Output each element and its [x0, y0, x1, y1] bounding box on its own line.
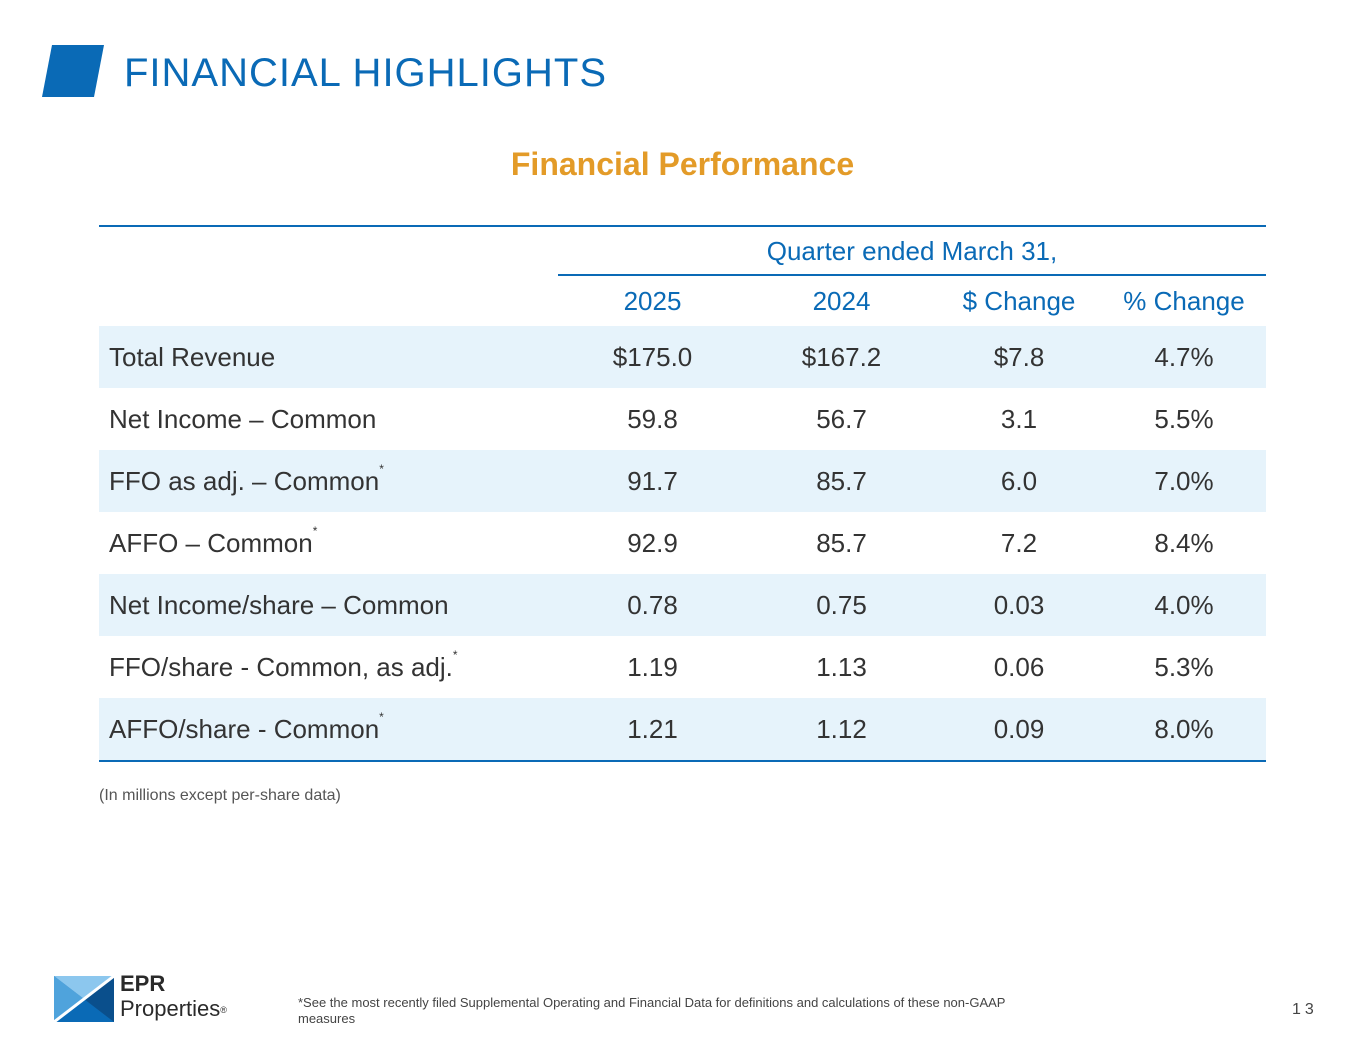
table-row: Net Income/share – Common 0.78 0.75 0.03…	[99, 574, 1266, 636]
footnote-marker: *	[379, 461, 384, 476]
table-cell: 0.06	[993, 651, 1045, 682]
row-label: AFFO/share - Common*	[109, 709, 384, 744]
table-cell: 7.2	[1000, 527, 1038, 558]
row-label: FFO/share - Common, as adj.*	[109, 647, 458, 682]
table-cell: 4.0%	[1154, 589, 1214, 620]
table-row: FFO as adj. – Common* 91.7 85.7 6.0 7.0%	[99, 450, 1266, 512]
table-cell: 8.0%	[1154, 713, 1214, 744]
column-header: % Change	[1123, 285, 1245, 316]
table-cell: 0.09	[993, 713, 1045, 744]
table-row: Total Revenue $175.0 $167.2 $7.8 4.7%	[99, 326, 1266, 388]
table-cell: 8.4%	[1154, 527, 1214, 558]
logo-line-properties: Properties®	[120, 996, 227, 1021]
column-header-row: 2025 2024 $ Change % Change	[99, 276, 1266, 326]
epr-logo-icon	[54, 976, 114, 1022]
group-header: Quarter ended March 31,	[99, 227, 1266, 276]
table-cell: 5.3%	[1154, 651, 1214, 682]
table-cell: $175.0	[612, 341, 693, 372]
table-cell: $7.8	[993, 341, 1045, 372]
epr-logo-wordmark: EPR Properties®	[120, 972, 227, 1023]
column-header: 2025	[623, 285, 682, 316]
footnote-marker: *	[312, 523, 318, 538]
group-header-label: Quarter ended March 31,	[766, 236, 1058, 266]
table-row: AFFO – Common* 92.9 85.7 7.2 8.4%	[99, 512, 1266, 574]
table-cell: 0.03	[993, 589, 1045, 620]
table-row: Net Income – Common 59.8 56.7 3.1 5.5%	[99, 388, 1266, 450]
row-label: Total Revenue	[109, 341, 276, 372]
table-cell: 5.5%	[1154, 403, 1214, 434]
table-cell: 0.75	[816, 589, 867, 620]
section-title: Financial Performance	[510, 146, 855, 182]
group-header-rule	[558, 274, 1266, 276]
page-number: 13	[1292, 1001, 1318, 1018]
table-top-rule	[99, 225, 1266, 227]
table-cell: 4.7%	[1154, 341, 1214, 372]
page-title: FINANCIAL HIGHLIGHTS	[124, 51, 608, 95]
title-accent-bar	[42, 45, 104, 97]
table-bottom-rule	[99, 760, 1266, 762]
table-row: FFO/share - Common, as adj.* 1.19 1.13 0…	[99, 636, 1266, 698]
row-label: Net Income – Common	[109, 403, 377, 434]
table-cell: 1.13	[816, 651, 867, 682]
row-label: Net Income/share – Common	[109, 589, 449, 620]
logo-line-epr: EPR	[120, 971, 166, 996]
footnote: *See the most recently filed Supplementa…	[298, 995, 1006, 1026]
footnote-marker: *	[379, 709, 384, 724]
table-cell: 1.19	[627, 651, 678, 682]
financial-table: Quarter ended March 31, 2025 2024 $ Chan…	[99, 225, 1266, 762]
table-cell: 92.9	[627, 527, 678, 558]
units-note: (In millions except per-share data)	[99, 787, 341, 804]
table-cell: 6.0	[1000, 465, 1038, 496]
table-cell: 1.21	[627, 713, 678, 744]
row-label: FFO as adj. – Common*	[109, 461, 384, 496]
table-cell: $167.2	[801, 341, 882, 372]
table-cell: 85.7	[816, 527, 867, 558]
table-cell: 1.12	[816, 713, 867, 744]
table-row: AFFO/share - Common* 1.21 1.12 0.09 8.0%	[99, 698, 1266, 760]
column-header: 2024	[812, 285, 871, 316]
table-cell: 7.0%	[1154, 465, 1214, 496]
table-cell: 59.8	[627, 403, 678, 434]
table-cell: 3.1	[1000, 403, 1038, 434]
table-cell: 56.7	[816, 403, 867, 434]
table-cell: 85.7	[816, 465, 867, 496]
column-header: $ Change	[962, 285, 1076, 316]
table-cell: 91.7	[627, 465, 678, 496]
footnote-marker: *	[452, 647, 458, 662]
row-label: AFFO – Common*	[109, 523, 318, 558]
table-cell: 0.78	[627, 589, 678, 620]
